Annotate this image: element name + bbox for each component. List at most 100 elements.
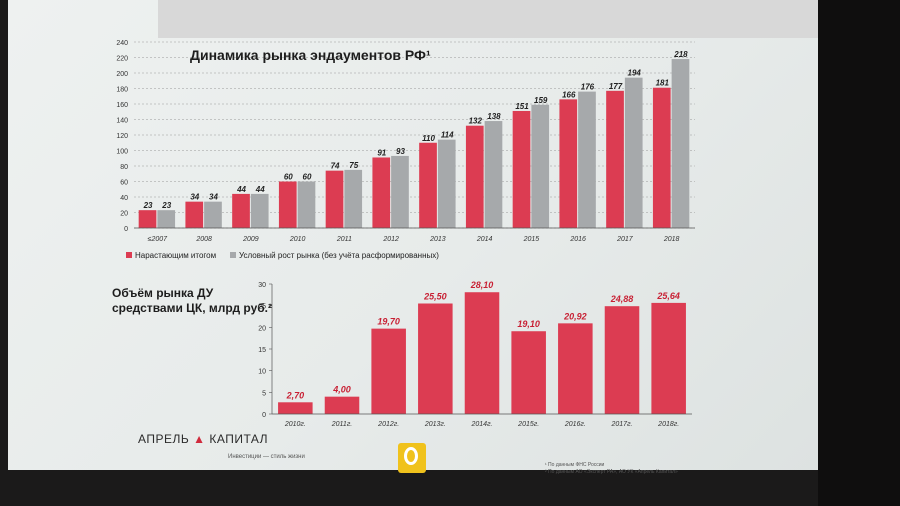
- top-x-tick-label: 2014: [476, 236, 493, 243]
- top-bar-cumulative: [606, 90, 624, 228]
- top-bar-value-label: 23: [161, 201, 171, 210]
- top-x-tick-label: 2016: [569, 236, 586, 243]
- bottom-chart-title: Объём рынка ДУ средствами ЦК, млрд руб.²: [112, 286, 282, 316]
- top-bar-cumulative: [372, 157, 391, 228]
- top-bar-value-label: 44: [255, 185, 265, 194]
- screen-top-frame: [158, 0, 818, 38]
- top-y-tick-label: 60: [120, 180, 128, 187]
- legend-label: Нарастающим итогом: [135, 251, 216, 260]
- legend-swatch: [126, 252, 132, 258]
- top-bar-value-label: 74: [331, 162, 340, 171]
- top-bar-value-label: 91: [377, 148, 386, 157]
- top-bar-conditional: [531, 104, 550, 228]
- top-x-tick-label: 2012: [382, 236, 399, 243]
- top-x-tick-label: 2015: [523, 236, 540, 243]
- top-bar-value-label: 166: [562, 90, 576, 99]
- bottom-bar-value-label: 28,10: [470, 280, 494, 290]
- logo-tagline: Инвестиции — стиль жизни: [228, 454, 305, 460]
- top-x-tick-label: 2013: [429, 236, 446, 243]
- bottom-bar-value-label: 24,88: [610, 294, 634, 304]
- top-bar-conditional: [344, 169, 363, 228]
- bottom-x-tick-label: 2015г.: [517, 421, 539, 428]
- top-y-tick-label: 200: [116, 71, 128, 78]
- bottom-x-tick-label: 2012г.: [377, 421, 399, 428]
- top-y-tick-label: 140: [116, 118, 128, 125]
- bottom-bar: [651, 302, 686, 414]
- top-bar-value-label: 34: [190, 193, 199, 202]
- top-bar-value-label: 159: [534, 96, 548, 105]
- top-bar-conditional: [484, 121, 503, 228]
- bottom-bar-value-label: 25,64: [656, 291, 680, 301]
- bottom-y-tick-label: 30: [258, 282, 266, 289]
- bottom-x-tick-label: 2013г.: [424, 421, 446, 428]
- top-bar-value-label: 181: [656, 79, 670, 88]
- top-bar-conditional: [250, 193, 269, 228]
- top-bar-value-label: 132: [469, 117, 483, 126]
- bottom-y-tick-label: 0: [262, 412, 266, 419]
- top-x-tick-label: 2008: [195, 236, 212, 243]
- top-x-tick-label: 2017: [616, 236, 634, 243]
- bottom-chart-title-line1: Объём рынка ДУ: [112, 286, 214, 300]
- top-y-tick-label: 120: [116, 133, 128, 140]
- top-bar-conditional: [297, 181, 316, 228]
- bottom-x-tick-label: 2016г.: [564, 421, 586, 428]
- top-bar-cumulative: [559, 99, 578, 228]
- top-bar-conditional: [624, 77, 643, 229]
- top-bar-value-label: 34: [209, 193, 218, 202]
- top-x-tick-label: 2018: [663, 236, 680, 243]
- footnotes: ¹ По данным ФНС России ² По данным АО «Э…: [545, 462, 678, 476]
- bottom-bar: [371, 328, 406, 414]
- top-x-tick-label: ≤2007: [148, 236, 169, 243]
- top-bar-value-label: 75: [349, 161, 358, 170]
- bottom-bar-value-label: 20,92: [563, 311, 587, 321]
- top-bar-cumulative: [325, 170, 344, 228]
- top-y-tick-label: 80: [120, 164, 128, 171]
- bottom-bar: [604, 306, 640, 414]
- top-bar-value-label: 114: [441, 131, 454, 140]
- bottom-bar-value-label: 19,70: [377, 317, 400, 327]
- legend-swatch: [230, 252, 236, 258]
- top-chart-title: Динамика рынка эндаументов РФ¹: [190, 47, 431, 63]
- bottom-y-tick-label: 15: [258, 347, 266, 354]
- top-bar-value-label: 93: [396, 147, 405, 156]
- top-bar-conditional: [204, 201, 222, 228]
- top-bar-cumulative: [185, 201, 204, 228]
- top-bar-value-label: 110: [422, 134, 435, 143]
- top-bar-cumulative: [652, 87, 671, 228]
- bottom-x-tick-label: 2014г.: [471, 421, 493, 428]
- top-bar-cumulative: [232, 193, 250, 228]
- bottom-y-tick-label: 20: [258, 325, 266, 332]
- top-y-tick-label: 40: [120, 195, 128, 202]
- top-bar-cumulative: [278, 181, 297, 228]
- top-bar-value-label: 138: [487, 112, 501, 121]
- bottom-bar-value-label: 25,50: [423, 292, 447, 302]
- bottom-bar-value-label: 2,70: [286, 390, 305, 400]
- top-y-tick-label: 20: [120, 211, 128, 218]
- top-bar-value-label: 151: [515, 102, 529, 111]
- top-y-tick-label: 240: [116, 40, 128, 47]
- bottom-bar: [278, 402, 313, 414]
- bottom-bar: [511, 331, 546, 414]
- bottom-x-tick-label: 2018г.: [657, 421, 679, 428]
- top-y-tick-label: 180: [116, 87, 128, 94]
- top-bar-conditional: [578, 91, 596, 228]
- top-x-tick-label: 2010: [289, 236, 306, 243]
- top-y-tick-label: 0: [124, 226, 128, 233]
- top-bar-cumulative: [465, 125, 484, 228]
- top-bar-value-label: 218: [673, 50, 688, 59]
- bottom-bar: [324, 396, 360, 414]
- top-y-tick-label: 100: [116, 149, 128, 156]
- logo-text-right: КАПИТАЛ: [209, 432, 269, 446]
- bottom-bar-value-label: 4,00: [332, 385, 351, 395]
- top-bar-value-label: 23: [143, 201, 153, 210]
- top-bar-value-label: 177: [609, 82, 623, 91]
- top-bar-cumulative: [419, 142, 437, 228]
- bottom-x-tick-label: 2017г.: [611, 421, 633, 428]
- top-bar-conditional: [391, 155, 409, 228]
- bottom-x-tick-label: 2011г.: [331, 421, 353, 428]
- bottom-chart-title-line2: средствами ЦК, млрд руб.²: [112, 301, 272, 315]
- company-logo: АПРЕЛЬ ▲ КАПИТАЛ: [138, 432, 268, 446]
- top-bar-cumulative: [138, 210, 157, 228]
- top-bar-value-label: 194: [628, 69, 642, 78]
